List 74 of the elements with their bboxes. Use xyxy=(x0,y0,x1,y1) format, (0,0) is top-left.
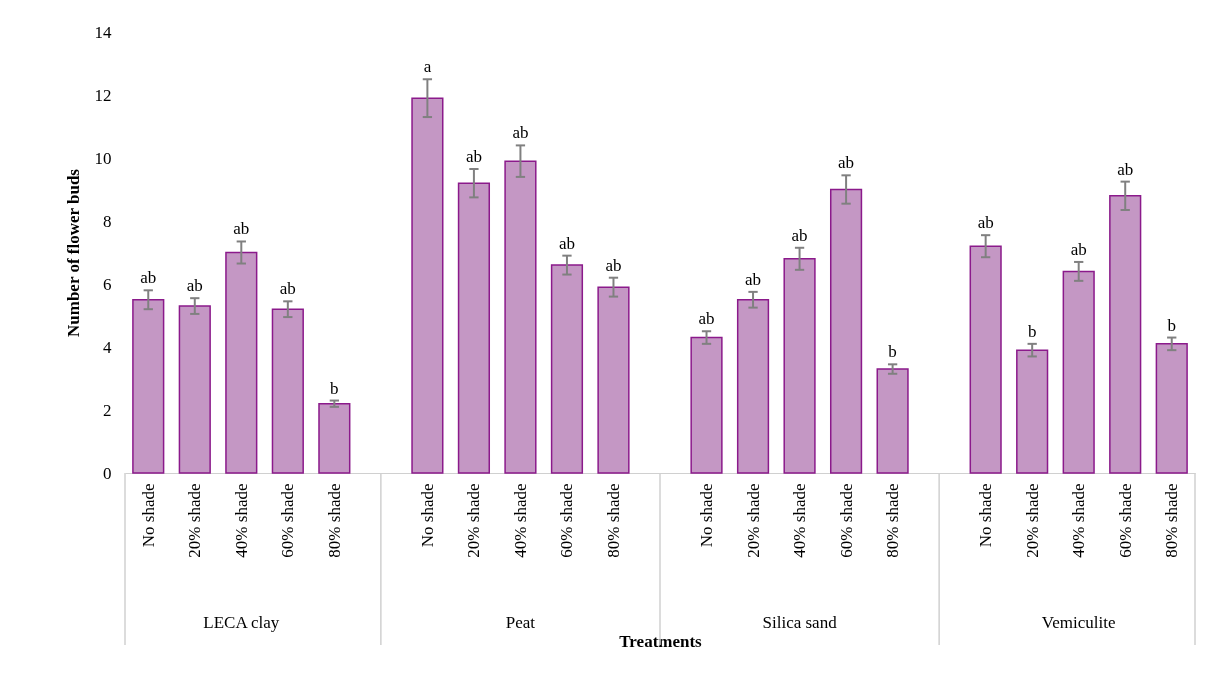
bar xyxy=(597,286,630,474)
text: LECA clay xyxy=(203,613,280,632)
x-tick-label: 40% shade xyxy=(790,483,810,558)
x-tick-label: 40% shade xyxy=(510,483,530,558)
bar xyxy=(969,245,1002,474)
text: Silica sand xyxy=(762,613,838,632)
bar xyxy=(132,299,165,474)
data-label: ab xyxy=(1070,239,1087,259)
text: Vemiculite xyxy=(1041,613,1116,632)
data-label: a xyxy=(423,57,432,77)
bar xyxy=(1109,195,1142,474)
data-label: ab xyxy=(233,219,250,239)
bar xyxy=(736,299,770,474)
data-label: b xyxy=(888,342,897,362)
x-tick-label: 40% shade xyxy=(1069,483,1089,558)
bar xyxy=(271,308,304,474)
x-tick-label: 20% shade xyxy=(1022,483,1042,558)
bar xyxy=(550,264,584,474)
data-label: ab xyxy=(977,213,994,233)
bar xyxy=(783,258,816,474)
data-label: ab xyxy=(512,123,529,143)
y-tick-label: 12 xyxy=(94,85,112,105)
data-label: ab xyxy=(1117,159,1134,179)
y-tick-label: 10 xyxy=(94,148,112,168)
bar xyxy=(1016,349,1049,474)
x-tick-label: No shade xyxy=(976,483,996,548)
bar xyxy=(457,182,491,474)
y-axis-title: Number of flower buds xyxy=(63,168,83,337)
bar xyxy=(829,188,863,474)
y-tick-label: 0 xyxy=(103,463,112,483)
data-label: ab xyxy=(791,225,808,245)
x-tick-label: No shade xyxy=(697,483,717,548)
data-label: ab xyxy=(698,309,715,329)
data-label: b xyxy=(1027,321,1037,341)
x-tick-label: 60% shade xyxy=(1115,483,1135,558)
data-label: ab xyxy=(838,153,855,173)
x-tick-label: No shade xyxy=(138,483,158,548)
data-label: ab xyxy=(140,268,157,288)
bar xyxy=(876,368,909,474)
data-label: ab xyxy=(745,269,762,289)
x-tick-label: 80% shade xyxy=(603,483,623,558)
x-tick-label: No shade xyxy=(417,483,437,548)
y-tick-label: 2 xyxy=(103,400,112,420)
x-tick-label: 60% shade xyxy=(278,483,298,558)
y-tick-label: 8 xyxy=(103,211,112,231)
data-label: ab xyxy=(605,255,622,275)
bar xyxy=(1155,343,1188,474)
bar xyxy=(318,402,351,474)
data-label: ab xyxy=(186,276,203,296)
x-tick-label: 60% shade xyxy=(557,483,577,558)
data-label: ab xyxy=(558,233,575,253)
x-tick-label: 20% shade xyxy=(743,483,763,558)
data-label: b xyxy=(330,378,339,398)
x-tick-label: 40% shade xyxy=(231,483,251,558)
x-tick-label: 20% shade xyxy=(185,483,205,558)
text: Peat xyxy=(505,613,536,632)
bar xyxy=(690,336,723,474)
x-tick-label: 60% shade xyxy=(836,483,856,558)
bar xyxy=(411,97,444,474)
x-tick-label: 20% shade xyxy=(464,483,484,558)
x-tick-label: 80% shade xyxy=(883,483,903,558)
bar xyxy=(504,160,537,474)
y-tick-label: 4 xyxy=(103,337,112,357)
data-label: ab xyxy=(465,147,482,167)
x-tick-label: 80% shade xyxy=(324,483,344,558)
x-axis-title: Treatments xyxy=(619,631,703,651)
data-label: b xyxy=(1167,315,1176,335)
bar xyxy=(225,251,258,474)
y-tick-label: 6 xyxy=(103,274,112,294)
data-label: ab xyxy=(279,279,296,299)
bar xyxy=(1062,270,1095,474)
bar xyxy=(178,305,211,474)
x-tick-label: 80% shade xyxy=(1162,483,1182,558)
y-tick-label: 14 xyxy=(94,22,112,42)
